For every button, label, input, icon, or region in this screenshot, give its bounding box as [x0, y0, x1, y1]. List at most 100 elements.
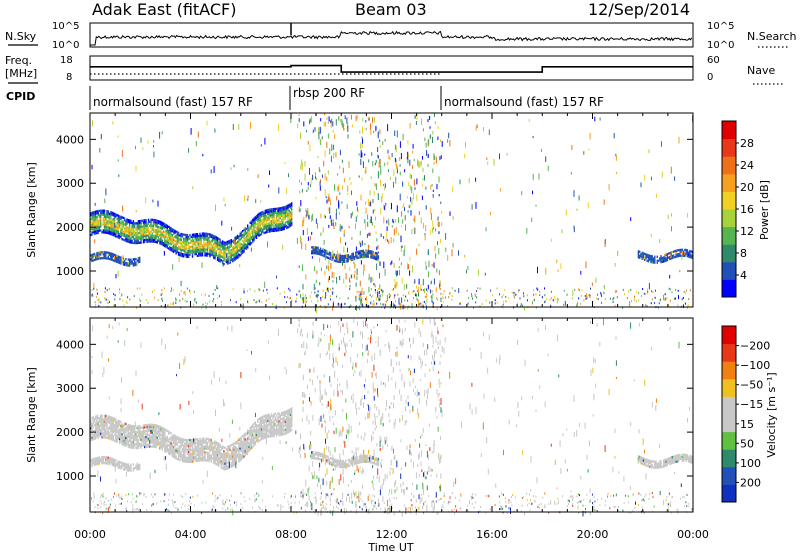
near-range-echo	[329, 288, 331, 291]
echo-cell	[167, 225, 170, 228]
scatter-echo	[475, 202, 477, 209]
scatter-echo	[387, 169, 389, 172]
echo-cell	[242, 450, 244, 454]
echo-cell	[665, 259, 667, 262]
echo-cell	[200, 441, 202, 444]
echo-cell	[660, 261, 662, 264]
echo-cell	[198, 459, 200, 462]
echo-cell	[152, 435, 155, 438]
echo-cell	[98, 209, 101, 212]
echo-cell	[249, 233, 251, 236]
echo-cell	[95, 415, 97, 418]
echo-cell	[214, 239, 216, 242]
echo-cell	[237, 439, 239, 443]
echo-cell	[101, 426, 103, 429]
scatter-echo	[396, 168, 398, 174]
near-range-echo	[449, 291, 451, 294]
echo-cell	[181, 459, 184, 463]
scatter-echo	[289, 221, 291, 226]
echo-cell	[108, 232, 111, 235]
echo-cell	[120, 256, 122, 259]
echo-cell	[117, 437, 119, 440]
echo-cell	[225, 259, 228, 262]
echo-cell	[156, 444, 158, 447]
scatter-echo	[356, 268, 358, 276]
near-range-echo	[288, 297, 290, 300]
scatter-echo	[364, 170, 366, 174]
echo-cell	[174, 440, 176, 443]
echo-cell	[141, 233, 143, 236]
echo-cell	[232, 248, 234, 251]
echo-cell	[113, 423, 116, 426]
echo-cell	[262, 427, 264, 430]
echo-cell	[270, 220, 273, 223]
echo-cell	[127, 445, 130, 448]
echo-cell	[367, 253, 369, 256]
echo-cell	[242, 251, 244, 254]
echo-cell	[205, 242, 207, 245]
near-range-echo	[416, 294, 417, 297]
scatter-echo	[145, 197, 147, 204]
near-range-echo	[172, 302, 174, 305]
echo-cell	[186, 448, 189, 452]
echo-cell	[245, 448, 248, 451]
echo-cell	[639, 256, 641, 259]
echo-cell	[110, 226, 112, 230]
echo-cell	[672, 256, 675, 259]
echo-cell	[101, 428, 103, 431]
echo-cell	[166, 232, 168, 235]
echo-cell	[145, 441, 147, 445]
near-range-echo	[645, 304, 647, 307]
echo-cell	[189, 460, 191, 463]
scatter-echo	[361, 177, 363, 181]
near-range-echo	[184, 291, 186, 294]
echo-cell	[373, 253, 376, 256]
echo-cell	[221, 254, 224, 257]
scatter-echo	[441, 210, 443, 214]
echo-cell	[141, 440, 143, 443]
echo-cell	[215, 459, 217, 462]
echo-cell	[248, 437, 250, 441]
echo-cell	[263, 216, 265, 219]
scatter-echo	[422, 128, 424, 132]
near-range-echo	[393, 296, 395, 299]
near-range-echo	[646, 305, 648, 308]
echo-cell	[247, 429, 249, 432]
scatter-echo	[493, 158, 495, 166]
scatter-echo	[299, 190, 301, 194]
echo-cell	[335, 259, 337, 263]
echo-cell	[164, 445, 166, 449]
echo-cell	[194, 249, 196, 252]
echo-cell	[270, 228, 273, 231]
echo-cell	[140, 432, 142, 435]
echo-cell	[152, 437, 155, 440]
scatter-echo	[330, 219, 332, 226]
echo-cell	[145, 429, 147, 433]
echo-cell	[142, 424, 145, 427]
echo-cell	[90, 212, 92, 215]
echo-cell	[245, 231, 248, 235]
echo-cell	[120, 430, 122, 433]
scatter-echo	[352, 211, 354, 216]
echo-cell	[194, 237, 196, 240]
near-range-echo	[372, 294, 374, 297]
echo-cell	[647, 256, 650, 259]
echo-cell	[314, 252, 317, 255]
echo-cell	[242, 446, 244, 450]
echo-cell	[177, 450, 180, 453]
echo-cell	[654, 259, 656, 262]
echo-cell	[164, 438, 166, 441]
echo-cell	[125, 239, 127, 242]
echo-cell	[146, 423, 148, 427]
echo-cell	[112, 231, 114, 235]
scatter-echo	[322, 227, 324, 231]
echo-cell	[154, 433, 156, 437]
scatter-echo	[324, 189, 326, 196]
echo-cell	[235, 458, 238, 461]
near-range-echo	[596, 297, 598, 300]
echo-cell	[193, 241, 195, 244]
echo-cell	[288, 219, 290, 222]
scatter-echo	[319, 257, 321, 263]
near-range-echo	[407, 299, 409, 302]
echo-cell	[131, 260, 133, 263]
